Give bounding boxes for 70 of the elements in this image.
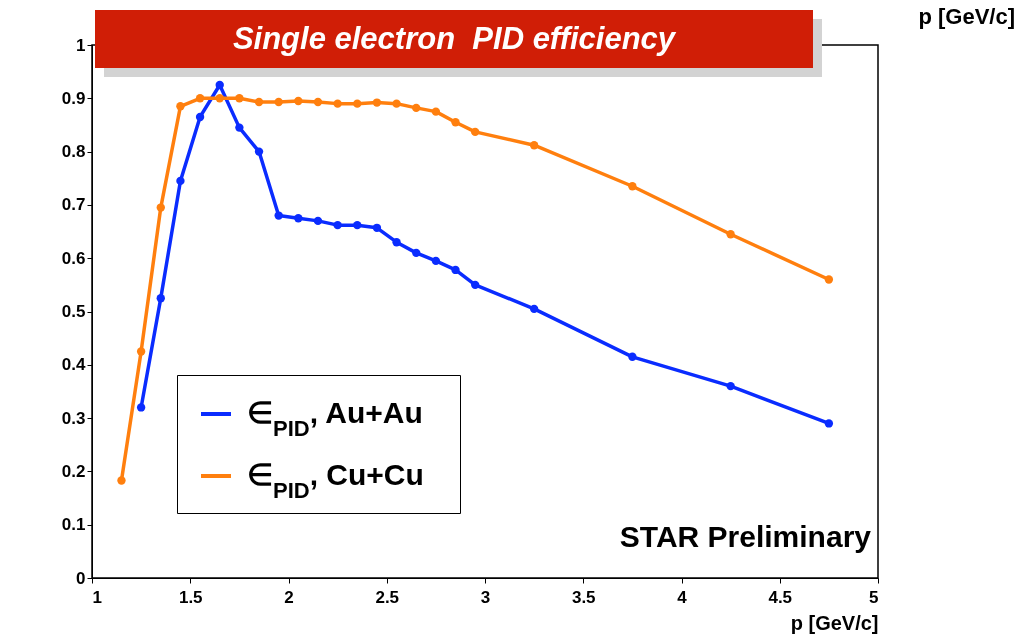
point (412, 103, 421, 113)
legend-label: ∈$_{PID}$, Au+Au (247, 396, 423, 441)
point (156, 294, 165, 303)
point (628, 182, 637, 191)
point (372, 223, 382, 232)
point (235, 123, 244, 132)
point (451, 118, 460, 127)
legend-label: ∈$_{PID}$, Cu+Cu (247, 458, 424, 503)
point (392, 238, 401, 247)
x-tick-label: 1.5 (178, 587, 203, 607)
point (136, 347, 146, 356)
point (529, 304, 539, 314)
point (254, 97, 264, 107)
y-tick-label: 0.6 (61, 248, 86, 268)
point (726, 381, 735, 391)
point (470, 127, 480, 137)
y-tick-label: 0.5 (61, 302, 86, 321)
y-tick-label: 0.8 (61, 142, 86, 162)
point (824, 275, 834, 284)
point (372, 98, 382, 107)
y-tick-label: 0.9 (61, 88, 86, 108)
point (117, 476, 126, 485)
x-tick-label: 2 (284, 587, 294, 607)
point (412, 248, 421, 258)
x-tick-label: 4.5 (768, 587, 793, 607)
annotation: STAR Preliminary (619, 520, 871, 554)
y-tick-label: 0.2 (61, 461, 86, 481)
point (136, 403, 146, 412)
y-tick-label: 1 (76, 35, 86, 55)
point (215, 80, 224, 90)
point (313, 97, 323, 107)
point (195, 112, 205, 122)
y-tick-label: 0 (76, 568, 86, 588)
point (726, 230, 735, 239)
point (195, 94, 205, 103)
point (451, 265, 460, 275)
text: p [GeV/c] (918, 4, 1015, 30)
point (156, 203, 165, 212)
point (176, 176, 185, 186)
x-tick-label: 2.5 (375, 587, 400, 607)
x-tick-label: 3.5 (571, 587, 596, 607)
point (254, 147, 264, 156)
x-tick-label: 4 (677, 587, 688, 607)
point (392, 99, 401, 108)
point (628, 352, 637, 361)
point (470, 280, 480, 290)
point (353, 99, 362, 108)
x-tick-label: 1 (92, 587, 102, 607)
point (294, 214, 303, 223)
point (333, 220, 342, 230)
point (431, 256, 441, 266)
point (274, 211, 283, 220)
y-tick-label: 0.3 (61, 408, 86, 428)
point (824, 419, 834, 428)
point (274, 97, 283, 107)
point (215, 94, 224, 103)
point (235, 94, 244, 103)
x-tick-label: 3 (480, 587, 491, 607)
point (353, 220, 362, 230)
x-axis-title: p [GeV/c] (790, 611, 879, 634)
y-tick-label: 0.4 (61, 355, 87, 375)
y-tick-label: 0.7 (61, 195, 86, 215)
point (333, 99, 342, 108)
point (313, 216, 323, 226)
point (176, 102, 185, 111)
point (431, 107, 441, 116)
y-tick-label: 0.1 (61, 515, 86, 535)
x-tick-label: 5 (869, 587, 879, 607)
point (529, 141, 539, 150)
point (294, 96, 303, 106)
